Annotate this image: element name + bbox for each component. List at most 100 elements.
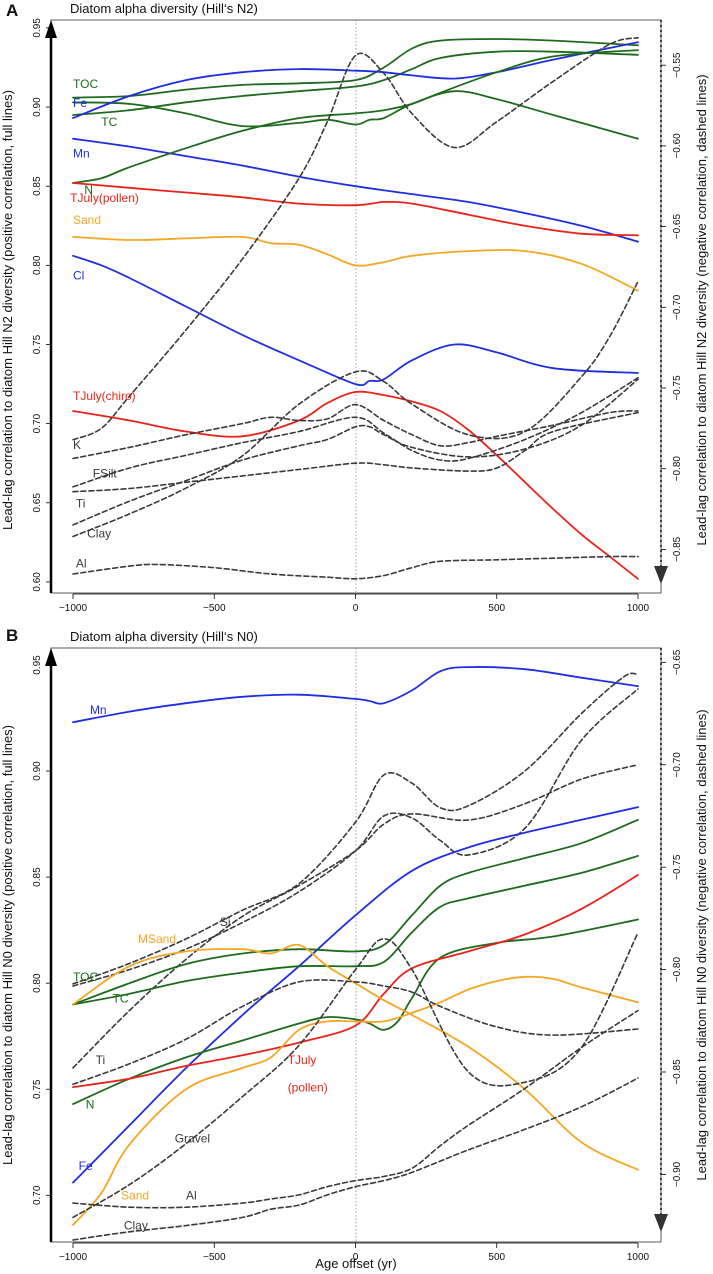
panel-b-series-tc bbox=[72, 918, 639, 1105]
y-right-tick-label: −0.55 bbox=[672, 52, 683, 78]
panel-a-left-arrow-head bbox=[45, 20, 57, 38]
panel-a-label-tjuly-pollen-: TJuly(pollen) bbox=[70, 191, 139, 205]
panel-b-letter: B bbox=[6, 626, 18, 645]
panel-a-label-ti: Ti bbox=[76, 497, 86, 511]
panel-b-title: Diatom alpha diversity (Hill‘s N0) bbox=[70, 629, 258, 644]
panel-a-right-arrow-head bbox=[654, 566, 668, 584]
panel-a-series-k bbox=[72, 403, 639, 460]
panel-b-series-mn bbox=[72, 666, 639, 724]
panel-b-series-fe bbox=[72, 806, 639, 1184]
y-right-tick-label: −0.65 bbox=[672, 649, 683, 675]
panel-b-series-msand bbox=[72, 943, 639, 1171]
panel-b-label-toc: TOC bbox=[73, 970, 98, 984]
panel-b-label--pollen-: (pollen) bbox=[288, 1080, 328, 1094]
y-right-tick-label: −0.70 bbox=[672, 294, 683, 320]
panel-a-label-tc: TC bbox=[101, 115, 117, 129]
panel-b-series-al bbox=[72, 1009, 639, 1209]
y-left-tick-label: 0.95 bbox=[32, 655, 43, 675]
panel-a-series-ti bbox=[72, 411, 639, 493]
panel-a-series-sand bbox=[72, 235, 639, 292]
panel-b-series-clay bbox=[72, 1077, 639, 1241]
panel-b-series-toc bbox=[72, 855, 639, 1006]
panel-b-ylabel-right: Lead-lag correlation to diatom Hill N0 d… bbox=[694, 709, 709, 1180]
y-right-tick-label: −0.75 bbox=[672, 854, 683, 880]
y-right-tick-label: −0.70 bbox=[672, 752, 683, 778]
x-tick-label: 0 bbox=[353, 1252, 359, 1263]
panel-b-series-labels: Mn Si MSand TOC TC Ti TJuly (pollen) N Gravel Fe Sa… bbox=[73, 703, 328, 1233]
y-right-tick-label: −0.75 bbox=[672, 375, 683, 401]
panel-b-label-n: N bbox=[86, 1097, 95, 1111]
x-tick-label: −1000 bbox=[59, 603, 88, 614]
y-left-tick-label: 0.90 bbox=[32, 761, 43, 781]
panel-a-label-fe: Fe bbox=[73, 96, 87, 110]
panel-a-label-clay: Clay bbox=[87, 527, 111, 541]
panel-a-series-n bbox=[72, 49, 639, 184]
y-left-tick-label: 0.80 bbox=[32, 973, 43, 993]
panel-a-series-tjuly-chiro- bbox=[72, 390, 639, 580]
y-right-tick-label: −0.90 bbox=[672, 1161, 683, 1187]
panel-b-series-ti bbox=[72, 979, 639, 1086]
y-right-tick-label: −0.80 bbox=[672, 456, 683, 482]
panel-a-ylabel-right: Lead-lag correlation to diatom Hill N2 d… bbox=[694, 74, 709, 545]
panel-b-left-arrow-head bbox=[45, 648, 57, 666]
panel-a-label-al: Al bbox=[76, 557, 87, 571]
panel-a-ylabel-left: Lead-lag correlation to diatom Hill N2 d… bbox=[0, 90, 15, 530]
panel-b-label-al: Al bbox=[186, 1189, 197, 1203]
panel-a-label-sand: Sand bbox=[73, 213, 101, 227]
panel-a-title: Diatom alpha diversity (Hill‘s N2) bbox=[70, 1, 258, 16]
panel-b: B Diatom alpha diversity (Hill‘s N0) Mn S… bbox=[0, 626, 709, 1271]
panel-b-series-gravel bbox=[72, 931, 639, 1219]
y-right-tick-label: −0.65 bbox=[672, 214, 683, 240]
x-tick-label: 0 bbox=[353, 603, 359, 614]
panel-b-label-mn: Mn bbox=[90, 703, 107, 717]
panel-b-right-arrow-head bbox=[654, 1214, 668, 1232]
y-right-tick-label: −0.85 bbox=[672, 1059, 683, 1085]
y-left-tick-label: 0.70 bbox=[32, 1185, 43, 1205]
y-left-tick-label: 0.70 bbox=[32, 413, 43, 433]
panel-a-series-group bbox=[72, 37, 639, 580]
panel-a-letter: A bbox=[6, 1, 18, 20]
y-left-tick-label: 0.65 bbox=[32, 493, 43, 513]
y-left-tick-label: 0.85 bbox=[32, 867, 43, 887]
x-tick-label: −500 bbox=[203, 603, 226, 614]
panel-b-label-ti: Ti bbox=[96, 1053, 106, 1067]
panel-b-label-gravel: Gravel bbox=[175, 1131, 210, 1145]
panel-b-series-unlabeled-5 bbox=[72, 818, 639, 1006]
panel-a-label-tjuly-chiro-: TJuly(chiro) bbox=[73, 389, 136, 403]
y-right-tick-label: −0.60 bbox=[672, 133, 683, 159]
y-left-tick-label: 0.90 bbox=[32, 97, 43, 117]
panel-a-series-fsilt bbox=[72, 376, 639, 488]
panel-b-label-tjuly: TJuly bbox=[288, 1053, 317, 1067]
panel-b-series-unlabeled-2 bbox=[72, 688, 639, 987]
panel-a-label-toc: TOC bbox=[73, 77, 98, 91]
panel-b-xlabel: Age offset (yr) bbox=[315, 1256, 396, 1271]
panel-b-label-si: Si bbox=[220, 915, 231, 929]
panel-a-label-mn: Mn bbox=[73, 147, 90, 161]
panel-b-label-fe: Fe bbox=[79, 1159, 93, 1173]
y-right-tick-label: −0.80 bbox=[672, 957, 683, 983]
y-left-tick-label: 0.60 bbox=[32, 572, 43, 592]
panel-b-ylabel-left: Lead-lag correlation to diatom Hill N0 d… bbox=[0, 725, 15, 1165]
panel-a-label-k: K bbox=[73, 438, 81, 452]
panel-b-series-unlabeled-1 bbox=[72, 672, 639, 985]
y-left-tick-label: 0.75 bbox=[32, 334, 43, 354]
panel-a-series-unlabeled-10 bbox=[72, 37, 639, 441]
x-tick-label: 500 bbox=[488, 603, 505, 614]
y-left-tick-label: 0.75 bbox=[32, 1079, 43, 1099]
panel-a-label-n: N bbox=[84, 183, 93, 197]
panel-a-label-fsilt: FSilt bbox=[93, 466, 118, 480]
panel-b-label-sand: Sand bbox=[121, 1189, 149, 1203]
panel-b-label-clay: Clay bbox=[124, 1218, 148, 1232]
y-left-tick-label: 0.80 bbox=[32, 255, 43, 275]
panel-b-series-sand bbox=[72, 975, 639, 1226]
x-tick-label: 1000 bbox=[627, 603, 650, 614]
y-right-tick-label: −0.85 bbox=[672, 536, 683, 562]
panel-a-series-toc bbox=[72, 38, 639, 99]
y-left-tick-label: 0.95 bbox=[32, 18, 43, 38]
panel-a-label-cl: Cl bbox=[73, 269, 84, 283]
x-tick-label: 1000 bbox=[627, 1252, 650, 1263]
panel-b-series-tjuly-pollen- bbox=[72, 874, 639, 1088]
panel-a-series-unlabeled-1 bbox=[72, 50, 639, 116]
panel-a: A Diatom alpha diversity (Hill‘s N2) TOC… bbox=[0, 1, 709, 614]
